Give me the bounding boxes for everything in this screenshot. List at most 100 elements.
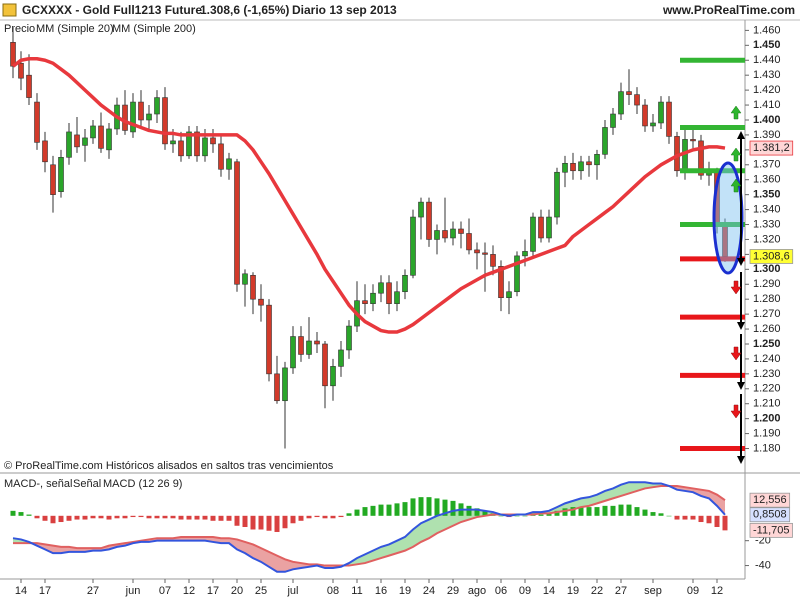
histogram-bar <box>50 515 56 524</box>
up-arrow <box>730 178 742 193</box>
candle-body <box>282 367 288 402</box>
histogram-bar <box>218 515 224 521</box>
up-arrows <box>730 105 742 193</box>
x-tick-label: 14 <box>15 585 27 597</box>
histogram-bar <box>514 515 520 517</box>
x-tick-label: 09 <box>687 585 699 597</box>
candle-body <box>658 101 664 124</box>
candle-body <box>546 216 552 239</box>
histogram-bar <box>346 513 352 516</box>
histogram-bar <box>42 515 48 521</box>
macd-fill <box>357 554 365 565</box>
x-tick-label: 29 <box>447 585 459 597</box>
candle-body <box>138 101 144 121</box>
y-tick-label: 1.260 <box>753 323 781 335</box>
source: www.ProRealTime.com <box>662 3 795 17</box>
histogram-bar <box>130 515 136 518</box>
macd-fill <box>45 544 53 554</box>
candle-body <box>322 343 328 387</box>
arrow-head <box>737 258 745 266</box>
y-tick-label: -40 <box>755 559 771 571</box>
candle-body <box>410 216 416 276</box>
candle-body <box>10 42 16 67</box>
candle-body <box>650 122 656 127</box>
histogram-bar <box>154 515 160 519</box>
arrow-head <box>737 382 745 390</box>
candle-body <box>386 282 392 304</box>
candle-body <box>594 154 600 166</box>
histogram-bar <box>98 515 104 519</box>
candle-body <box>362 300 368 304</box>
x-tick-label: 24 <box>423 585 435 597</box>
histogram-bar <box>386 504 392 516</box>
histogram-bar <box>26 514 32 516</box>
histogram-bar <box>586 507 592 516</box>
candle-body <box>330 366 336 387</box>
macd-fill <box>397 536 405 554</box>
histogram-bar <box>138 515 144 518</box>
arrow-head <box>737 456 745 464</box>
histogram-bar <box>338 515 344 518</box>
histogram-bar <box>642 509 648 516</box>
candle-body <box>162 97 168 145</box>
period: Diario 13 sep 2013 <box>292 3 397 17</box>
histogram-bar <box>714 515 720 527</box>
macd-line <box>12 481 726 573</box>
histogram-bar <box>250 515 256 530</box>
chart-title: GCXXXX - Gold Full1213 Future <box>22 3 202 17</box>
arrow-head <box>737 131 745 139</box>
histogram-bar <box>682 515 688 520</box>
histogram-bar <box>442 499 448 516</box>
histogram-bar <box>482 510 488 516</box>
x-tick-label: 17 <box>39 585 51 597</box>
candle-body <box>170 140 176 145</box>
macd-fill <box>277 555 285 572</box>
macd-fill <box>621 482 629 496</box>
histogram-bar <box>546 513 552 516</box>
candle-body <box>690 139 696 142</box>
value-label: 1.381,2 <box>753 142 790 154</box>
macd-fill <box>285 559 293 572</box>
x-tick-label: 27 <box>87 585 99 597</box>
legend-entry: MACD-, señal <box>4 478 72 490</box>
histogram-bar <box>410 498 416 516</box>
x-tick-label: 17 <box>207 585 219 597</box>
highlight-ellipse <box>712 161 744 275</box>
candle-body <box>298 336 304 355</box>
y-tick-label: 1.240 <box>753 353 781 365</box>
y-tick-label: 1.230 <box>753 368 781 380</box>
y-tick-label: 1.420 <box>753 84 781 96</box>
candle-body <box>154 97 160 115</box>
value-label: -11,705 <box>753 524 790 536</box>
candle-body <box>626 91 632 95</box>
down-arrow <box>730 280 742 295</box>
x-tick-label: 07 <box>159 585 171 597</box>
histogram-bar <box>618 504 624 516</box>
x-tick-label: 27 <box>615 585 627 597</box>
value-label-box <box>749 140 794 156</box>
macd-fill <box>421 519 429 542</box>
histogram-bar <box>706 515 712 524</box>
histogram-bar <box>162 515 168 519</box>
candle-body <box>314 340 320 345</box>
histogram-bar <box>570 507 576 516</box>
candle-body <box>426 201 432 240</box>
candle-body <box>26 74 32 98</box>
x-tick-label: ago <box>468 585 486 597</box>
down-arrow <box>730 346 742 361</box>
y-tick-label: 1.190 <box>753 427 781 439</box>
histogram-bar <box>178 515 184 520</box>
histogram-bar <box>82 515 88 520</box>
y-tick-label: 1.350 <box>753 189 781 201</box>
candle-body <box>122 104 128 131</box>
y-tick-label: 1.270 <box>753 308 781 320</box>
histogram-bar <box>418 497 424 516</box>
y-tick-label: 1.220 <box>753 383 781 395</box>
candle-body <box>554 171 560 218</box>
histogram-bar <box>290 515 296 524</box>
histogram-bar <box>626 504 632 516</box>
candle-body <box>234 161 240 285</box>
histogram-bar <box>234 515 240 526</box>
histogram-bar <box>58 515 64 523</box>
